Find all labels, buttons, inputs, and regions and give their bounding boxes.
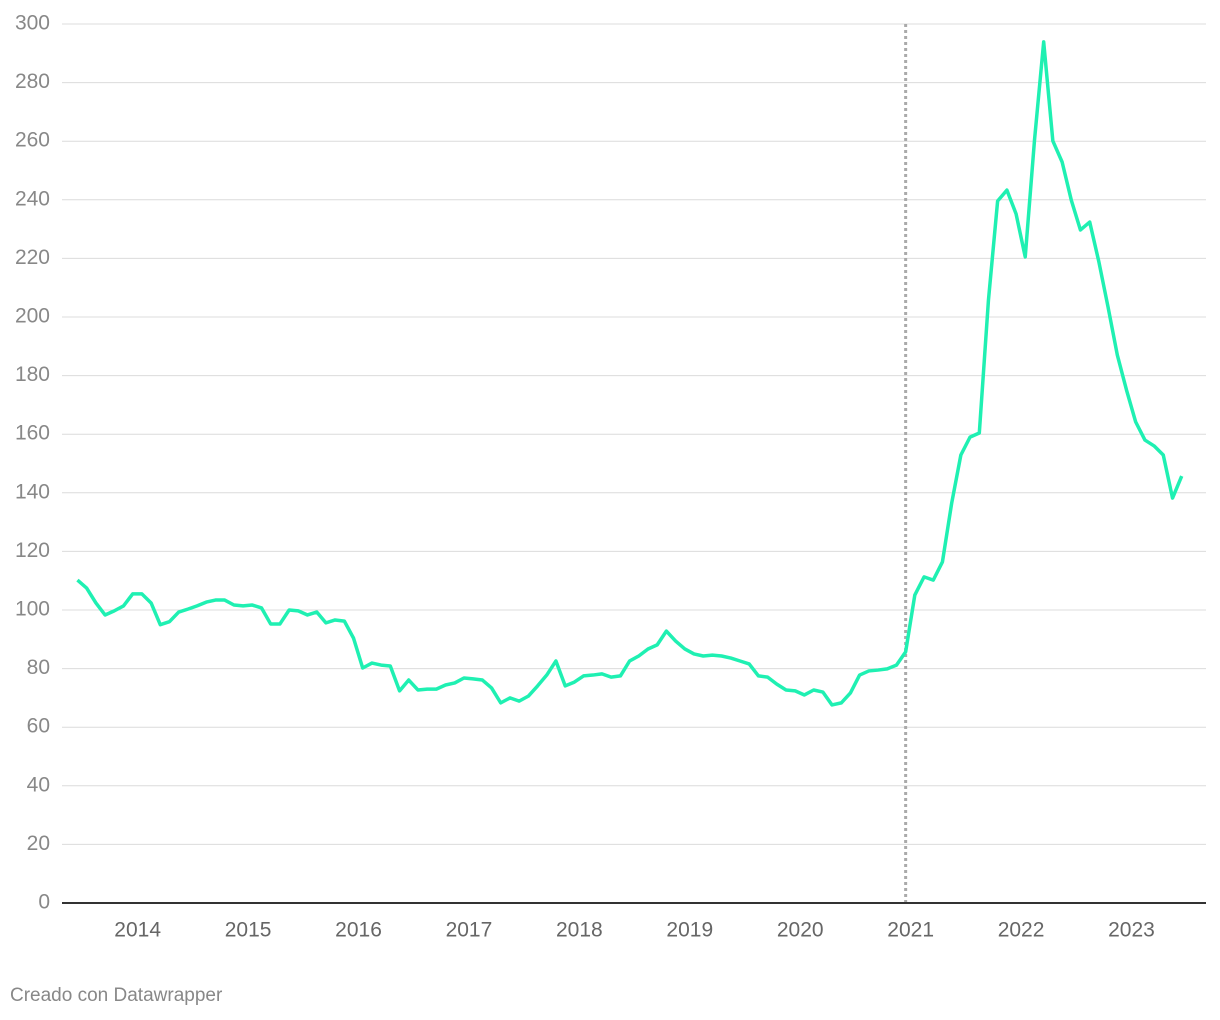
y-tick-label: 100 xyxy=(15,598,50,621)
y-tick-label: 300 xyxy=(15,12,50,35)
x-tick-label: 2015 xyxy=(225,919,272,942)
x-tick-label: 2022 xyxy=(998,919,1045,942)
y-tick-label: 0 xyxy=(38,891,50,914)
y-tick-label: 140 xyxy=(15,480,50,503)
y-tick-label: 20 xyxy=(27,832,50,855)
x-tick-label: 2017 xyxy=(446,919,493,942)
y-tick-label: 200 xyxy=(15,305,50,328)
y-tick-label: 280 xyxy=(15,70,50,93)
x-tick-label: 2016 xyxy=(335,919,382,942)
x-tick-label: 2019 xyxy=(666,919,713,942)
footer: Creado con Datawrapper xyxy=(10,985,223,1006)
y-tick-label: 180 xyxy=(15,363,50,386)
y-tick-label: 260 xyxy=(15,129,50,152)
y-tick-label: 240 xyxy=(15,187,50,210)
y-tick-label: 80 xyxy=(27,656,50,679)
y-tick-label: 40 xyxy=(27,773,50,796)
x-tick-label: 2018 xyxy=(556,919,603,942)
x-tick-label: 2020 xyxy=(777,919,824,942)
y-tick-label: 160 xyxy=(15,422,50,445)
data-line xyxy=(76,40,1184,707)
x-tick-label: 2023 xyxy=(1108,919,1155,942)
x-tick-label: 2014 xyxy=(114,919,161,942)
y-tick-label: 120 xyxy=(15,539,50,562)
x-tick-label: 2021 xyxy=(887,919,934,942)
y-tick-label: 220 xyxy=(15,246,50,269)
y-tick-label: 60 xyxy=(27,715,50,738)
